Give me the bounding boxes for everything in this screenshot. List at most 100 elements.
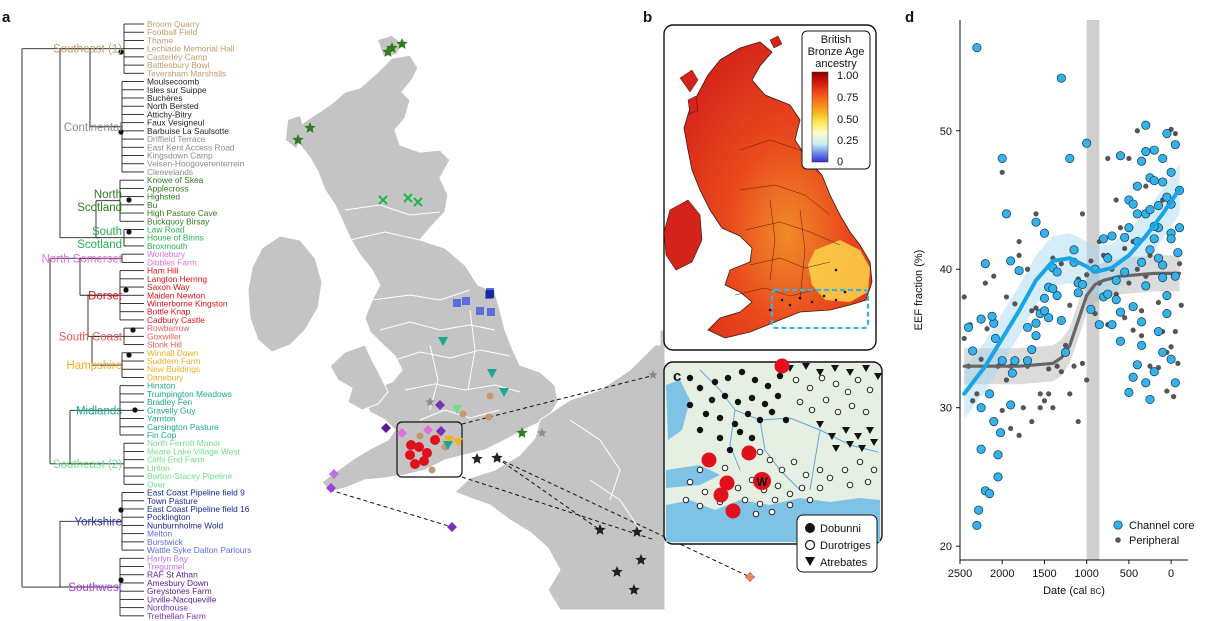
main-map <box>247 36 755 611</box>
site-square-marker <box>462 297 470 305</box>
tree-leaf-label: Tregunnel <box>147 562 185 572</box>
tree-group-label: Southwest <box>68 582 123 594</box>
great-britain-landmass <box>295 54 559 493</box>
tree-leaf-label: Applecross <box>147 183 188 193</box>
site-diamond-marker <box>435 400 445 410</box>
channel-core-point <box>1166 167 1176 177</box>
tree-leaf-label: Cadbury Castle <box>147 315 205 325</box>
colorbar-tick-100: 1.00 <box>837 70 858 82</box>
tree-leaf-label: Yarnton <box>147 414 176 424</box>
colorbar-tick-050: 0.50 <box>837 114 858 126</box>
dobunni-legend-label: Dobunni <box>820 523 861 535</box>
ancestry-map-sample-dots <box>768 268 847 312</box>
peripheral-point <box>1175 360 1181 366</box>
channel-core-point <box>1141 120 1151 130</box>
tree-leaf-label: Amesbury Down <box>147 578 209 588</box>
channel-core-point <box>1039 293 1049 303</box>
channel-core-point <box>1052 267 1062 277</box>
dobunni-site-dot <box>768 408 776 416</box>
channel-core-point <box>1086 304 1096 314</box>
channel-core-point <box>1158 347 1168 357</box>
durotriges-site-dot <box>846 481 854 489</box>
channel-core-point <box>1166 234 1176 244</box>
channel-core-point <box>1115 151 1125 161</box>
x-tick-label: 1500 <box>1032 568 1056 580</box>
peripheral-point <box>1155 299 1162 306</box>
channel-core-point <box>1039 228 1049 238</box>
tree-leaf-label: East Coast Pipeline field 9 <box>147 488 245 498</box>
peripheral-point <box>1067 302 1073 308</box>
site-diamond-marker <box>447 522 457 532</box>
channel-core-point <box>968 346 978 356</box>
tree-node-marker <box>118 129 124 135</box>
site-circle-marker <box>405 450 415 460</box>
channel-core-point <box>1128 199 1138 209</box>
tree-leaf-label: North Ferrott Manor <box>147 438 221 448</box>
tree-group-label: North Somerset <box>41 253 122 265</box>
peripheral-point <box>978 356 984 362</box>
tree-leaf-label: Greystones Farm <box>147 586 212 596</box>
chart-legend: Channel core Peripheral <box>1113 520 1194 547</box>
durotriges-site-dot <box>792 376 800 384</box>
peripheral-point <box>1029 418 1035 425</box>
ancestry-map-ireland <box>663 199 703 271</box>
channel-core-point <box>1162 192 1172 202</box>
site-triangle-marker <box>499 388 509 397</box>
tree-leaf-label: Bottle Knap <box>147 307 191 317</box>
tree-leaf-label: Dibbles Farm <box>147 257 197 267</box>
durotriges-site-dot <box>752 510 760 518</box>
atrebates-site-marker <box>866 427 874 434</box>
tree-group-label: Dorset <box>88 290 123 302</box>
site-star-marker <box>382 46 394 57</box>
peripheral-point <box>1067 391 1073 397</box>
peripheral-point <box>1024 266 1031 272</box>
site-circle-marker <box>459 410 467 418</box>
peripheral-point <box>1088 258 1094 264</box>
tree-group-label: Southeast (1) <box>53 44 122 56</box>
site-circle-marker <box>422 448 432 458</box>
ancestry-map-east-yellow <box>808 240 870 302</box>
channel-core-point <box>1094 320 1104 330</box>
channel-core-point <box>1115 307 1125 317</box>
x-tick-label: 1000 <box>1074 568 1098 580</box>
channel-core-point <box>985 389 995 399</box>
channel-core-point <box>1128 302 1138 312</box>
peripheral-point <box>984 326 990 332</box>
peripheral-point <box>1138 308 1145 314</box>
highlight-site-red <box>713 487 729 503</box>
tree-node-marker <box>118 577 124 583</box>
channel-core-point <box>1162 128 1172 139</box>
site-triangle-marker <box>453 438 463 447</box>
durotriges-site-dot <box>844 388 852 396</box>
dobunni-site-dot <box>744 410 752 418</box>
tree-leaf-label: Velsen-Hoogoverenterrein <box>147 159 245 169</box>
durotriges-site-dot <box>818 374 826 382</box>
ancestry-legend-title-line-3: ancestry <box>815 58 857 70</box>
peripheral-point <box>1143 183 1149 189</box>
tree-leaf-label: Thame <box>147 35 173 45</box>
channel-core-point <box>1010 356 1020 366</box>
x-axis-label-close: ) <box>1101 585 1105 597</box>
peripheral-point <box>1016 432 1022 438</box>
tree-leaf-label: Bradley Fen <box>147 397 192 407</box>
tree-group-label: Hampshire <box>66 360 122 372</box>
peripheral-point <box>1033 305 1039 311</box>
channel-core-point <box>1006 256 1016 266</box>
panel-d: d 2500 2000 1500 1000 500 0 20 30 40 50 Date (cal … <box>905 9 1194 597</box>
legend-channel-core-label: Channel core <box>1129 520 1194 532</box>
channel-core-point <box>963 322 973 332</box>
channel-core-point <box>1007 368 1017 378</box>
tribe-legend-box <box>796 514 878 573</box>
channel-core-point <box>976 403 986 413</box>
peripheral-point <box>1126 280 1132 286</box>
durotriges-site-dot <box>802 471 810 479</box>
durotriges-site-dot <box>806 496 814 504</box>
dobunni-site-dot <box>764 382 772 390</box>
peripheral-point <box>1138 333 1145 339</box>
durotriges-site-dot <box>768 508 776 516</box>
tree-leaf-label: Goxwiller <box>147 331 182 341</box>
dobunni-site-dot <box>738 368 746 376</box>
channel-core-point <box>1162 308 1172 319</box>
tree-leaf-label: Harlyn Bay <box>147 553 189 563</box>
